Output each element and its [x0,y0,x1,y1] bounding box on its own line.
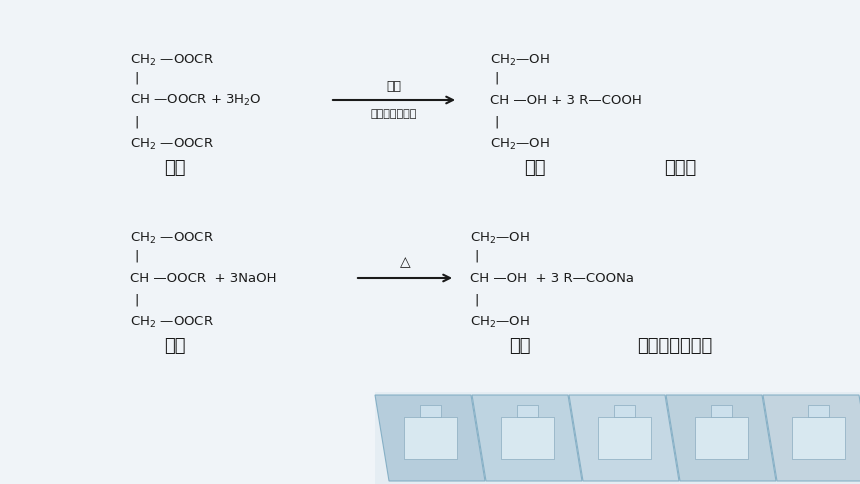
Polygon shape [375,395,485,481]
Text: （或酸、蒸汽）: （或酸、蒸汽） [371,109,417,119]
Text: △: △ [400,255,410,269]
Text: CH$_2$ —OOCR: CH$_2$ —OOCR [130,52,214,68]
Text: |: | [494,72,499,85]
Text: 脂肪酸盐（皂）: 脂肪酸盐（皂） [637,337,713,355]
Text: CH$_2$—OH: CH$_2$—OH [490,136,550,151]
Bar [695,417,748,459]
Text: |: | [135,72,139,85]
Text: 脂肪: 脂肪 [164,337,186,355]
Text: CH$_2$ —OOCR: CH$_2$ —OOCR [130,136,214,151]
Bar [808,405,829,417]
Bar [792,417,845,459]
Text: |: | [494,116,499,128]
Bar [711,405,732,417]
Text: |: | [475,249,479,262]
Text: CH$_2$—OH: CH$_2$—OH [470,315,530,330]
Bar [501,417,554,459]
Bar [404,417,458,459]
Text: CH$_2$—OH: CH$_2$—OH [490,52,550,68]
Text: 甘油: 甘油 [509,337,531,355]
Text: CH —OOCR  + 3NaOH: CH —OOCR + 3NaOH [130,272,277,285]
Text: CH$_2$ —OOCR: CH$_2$ —OOCR [130,230,214,245]
Bar [517,405,538,417]
Text: |: | [475,293,479,306]
Text: CH —OH  + 3 R—COONa: CH —OH + 3 R—COONa [470,272,634,285]
Polygon shape [472,395,582,481]
Text: CH$_2$ —OOCR: CH$_2$ —OOCR [130,315,214,330]
Text: CH$_2$—OH: CH$_2$—OH [470,230,530,245]
Text: CH —OH + 3 R—COOH: CH —OH + 3 R—COOH [490,93,642,106]
Polygon shape [666,395,776,481]
Text: 脂肪酸: 脂肪酸 [664,159,696,177]
Text: |: | [135,293,139,306]
Polygon shape [569,395,679,481]
Text: |: | [135,116,139,128]
Polygon shape [763,395,860,481]
Bar [614,405,636,417]
Bar [420,405,441,417]
Bar [598,417,651,459]
Text: 脂酶: 脂酶 [386,79,402,92]
Bar [375,392,860,484]
Text: 脂肪: 脂肪 [164,159,186,177]
Text: CH —OOCR + 3H$_2$O: CH —OOCR + 3H$_2$O [130,92,261,107]
Text: 甘油: 甘油 [525,159,546,177]
Text: |: | [135,249,139,262]
Bar [375,392,860,484]
